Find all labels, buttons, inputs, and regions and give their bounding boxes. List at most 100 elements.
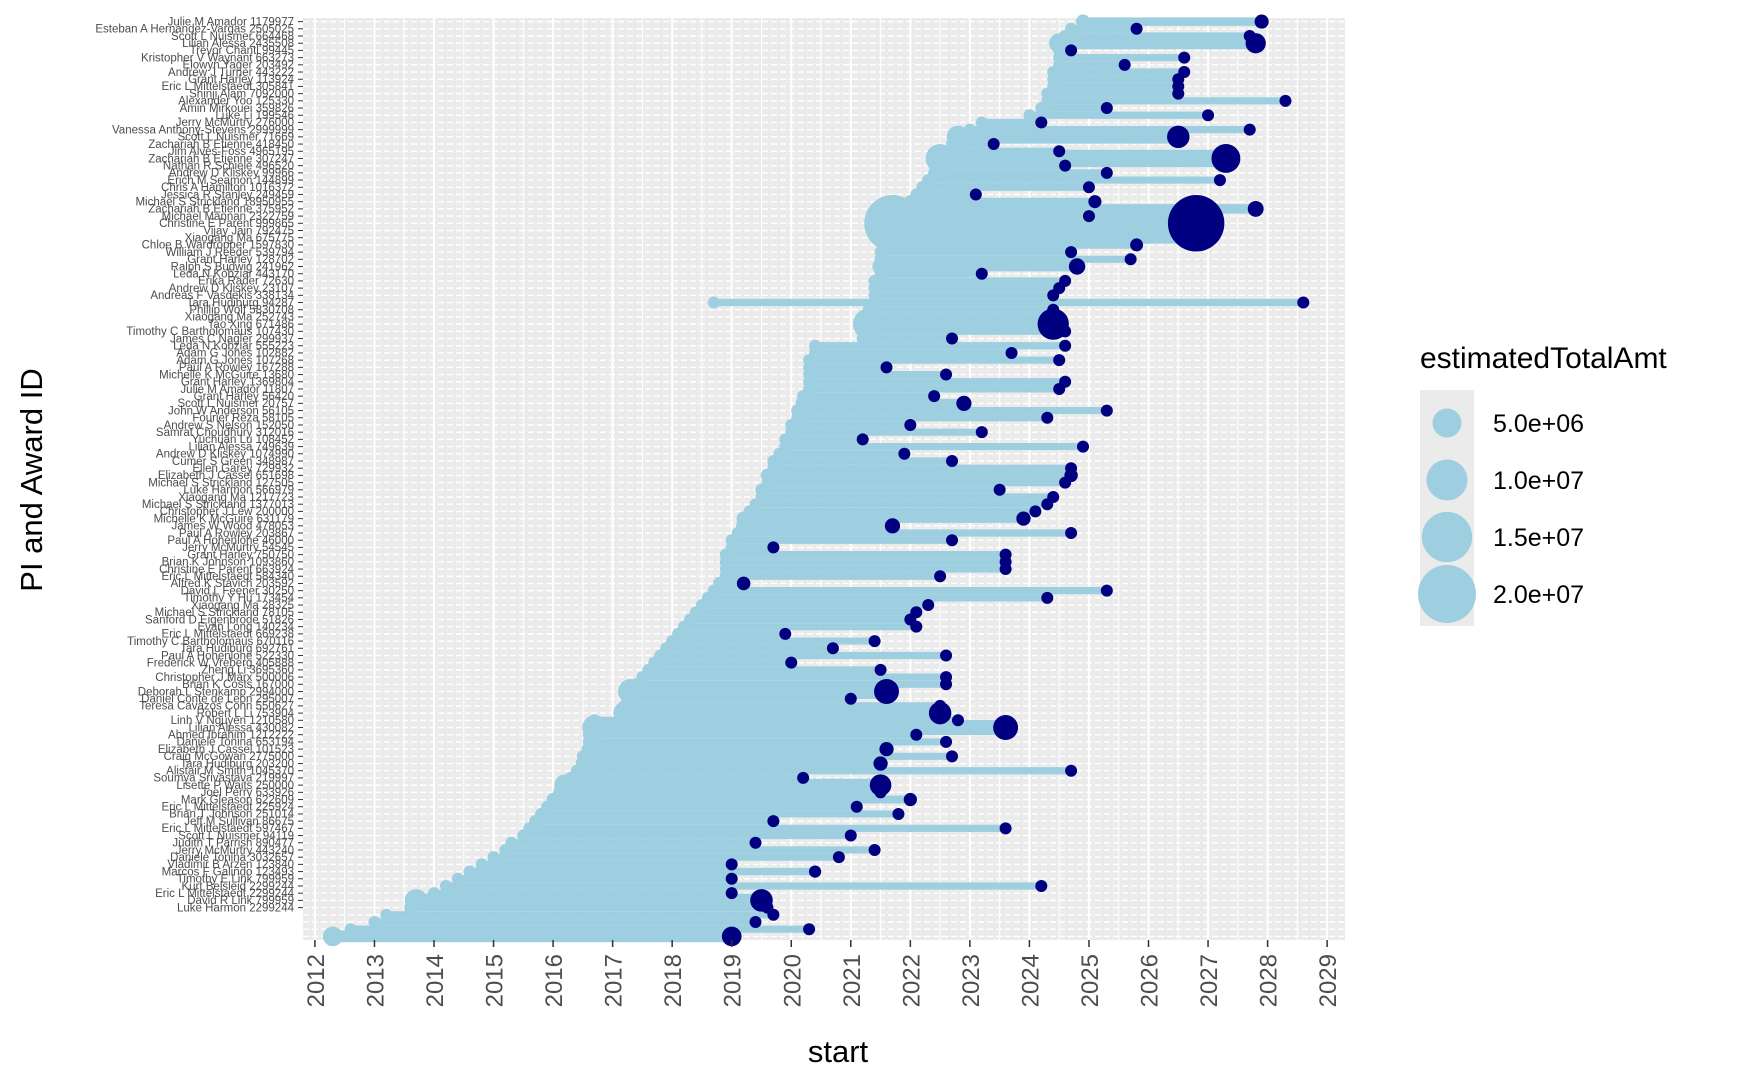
y-tick-label: Paul A Rowley 167288 (179, 362, 294, 374)
end-point (940, 678, 953, 691)
y-tick-label: Brian K Johnson 1093860 (162, 557, 294, 569)
start-point (463, 865, 476, 878)
x-tick-label: 2023 (958, 954, 985, 1007)
legend-key (1432, 408, 1462, 438)
end-point (946, 332, 959, 345)
end-point (850, 800, 863, 813)
y-tick-label: Tara Hudiburg 692761 (180, 643, 294, 655)
end-point (1059, 159, 1072, 172)
end-point (767, 541, 780, 554)
end-point (934, 570, 947, 583)
end-point (1100, 166, 1113, 179)
y-tick-label: Christine E Parent 999865 (159, 218, 294, 230)
legend-label: 2.0e+07 (1493, 581, 1584, 609)
y-tick-label: David R Link 799959 (187, 895, 294, 907)
y-tick-label: Marcos F Galindo 123493 (162, 866, 294, 878)
y-tick-label: Jessica R Stanley 249459 (161, 189, 294, 201)
end-point (1065, 527, 1078, 540)
y-tick-label: Eric L Mittelstaedt 305841 (161, 81, 294, 93)
x-tick-label: 2029 (1315, 954, 1342, 1007)
start-point (868, 289, 881, 302)
start-point (487, 851, 500, 864)
y-tick-label: Grant Harley 750750 (187, 549, 294, 561)
end-point (749, 915, 762, 928)
y-tick-label: Zheng Li 3695360 (201, 665, 294, 677)
start-point (618, 679, 643, 704)
start-point (1035, 102, 1048, 115)
end-point (879, 741, 894, 757)
end-point (1059, 339, 1072, 352)
end-point (874, 679, 899, 704)
end-point (1005, 346, 1018, 359)
y-tick-label: Kristopher V Waynant 663273 (141, 52, 294, 64)
y-tick-label: Erich M Seamon 144899 (167, 175, 294, 187)
end-point (1247, 200, 1264, 217)
y-tick-label: Michael S Strickland 18950955 (135, 196, 294, 208)
y-tick-label: Eric L Mittelstaedt 225924 (161, 802, 294, 814)
end-point (1041, 498, 1054, 511)
end-point (903, 792, 917, 807)
y-tick-label: Eric L Mittelstaedt 597467 (161, 823, 294, 835)
y-tick-label: Eric L Mittelstaedt 584340 (161, 571, 294, 583)
end-point (940, 649, 953, 662)
end-point (767, 908, 780, 921)
y-tick-label: Jim Alves-Foss 4965195 (169, 146, 294, 158)
y-tick-label: Phillip Wolf 5830708 (189, 305, 294, 317)
legend-key (1426, 459, 1468, 501)
legend-label: 5.0e+06 (1493, 410, 1584, 438)
start-point (439, 879, 452, 892)
end-point (797, 771, 810, 784)
y-tick-label: Mark Gleason 622609 (181, 794, 294, 806)
end-point (1053, 145, 1066, 158)
end-point (1016, 511, 1031, 526)
x-tick-label: 2017 (601, 954, 628, 1007)
end-point (725, 872, 738, 885)
y-tick-label: Zachariah B Etienne 418450 (148, 139, 294, 151)
y-tick-label: Tao Xing 671486 (208, 319, 294, 331)
x-tick-label: 2024 (1017, 954, 1044, 1007)
x-tick-label: 2020 (779, 954, 806, 1007)
y-tick-label: Deborah L Stenkamp 2994000 (138, 686, 294, 698)
y-tick-label: Alfred K Stavich 203592 (171, 578, 294, 590)
y-tick-label: Lilian Alessa 749639 (189, 441, 295, 453)
y-tick-label: Chris A Hamilton 1016372 (161, 182, 294, 194)
y-tick-label: Craig McGowan 2775000 (164, 751, 294, 763)
y-tick-label: Luke Harmon 566979 (183, 485, 294, 497)
y-tick-label: Vijay Jain 792475 (203, 225, 294, 237)
y-tick-label: Jerry McMurtry 443240 (176, 845, 294, 857)
y-tick-label: Joel Perry 633926 (201, 787, 294, 799)
end-point (1213, 174, 1226, 187)
legend-title: estimatedTotalAmt (1420, 342, 1667, 375)
x-tick-label: 2015 (482, 954, 509, 1007)
end-point (785, 656, 798, 669)
end-point (874, 663, 887, 676)
end-point (1254, 14, 1269, 29)
end-point (884, 518, 901, 534)
end-point (946, 454, 959, 467)
end-point (928, 390, 941, 403)
y-tick-label: Judith T Parrish 890477 (172, 838, 294, 850)
y-tick-label: Daniele Tonina 653194 (177, 737, 295, 749)
y-tick-label: Lilian Alessa 430082 (189, 722, 295, 734)
start-point (1075, 14, 1091, 29)
y-tick-label: Kurt Belsleid 2299244 (181, 881, 294, 893)
start-point (404, 901, 417, 914)
end-point (1172, 87, 1185, 100)
end-point (1082, 181, 1095, 194)
y-tick-label: Zachariah B Etienne 375952 (148, 204, 294, 216)
end-point (868, 635, 881, 648)
y-tick-label: Xiaogang Ma 252743 (185, 312, 294, 324)
end-point (993, 715, 1019, 740)
y-tick-label: Tara Hudiburg 94287 (187, 297, 294, 309)
end-point (880, 361, 893, 374)
end-point (1211, 144, 1241, 173)
y-tick-label: Timothy E Link 799959 (177, 874, 294, 886)
y-tick-label: Brian T Johnson 251014 (169, 809, 294, 821)
y-tick-label: Sanford D Eigenbrode 51826 (145, 614, 294, 626)
y-tick-label: Brian K Costs 167000 (182, 679, 294, 691)
y-tick-label: Elizabeth J Cassel 651698 (158, 470, 294, 482)
x-tick-label: 2026 (1137, 954, 1164, 1007)
y-tick-label: Michael Mannan 2322759 (162, 211, 294, 223)
y-tick-label: John W Anderson 56105 (168, 405, 294, 417)
end-point (1029, 505, 1042, 518)
